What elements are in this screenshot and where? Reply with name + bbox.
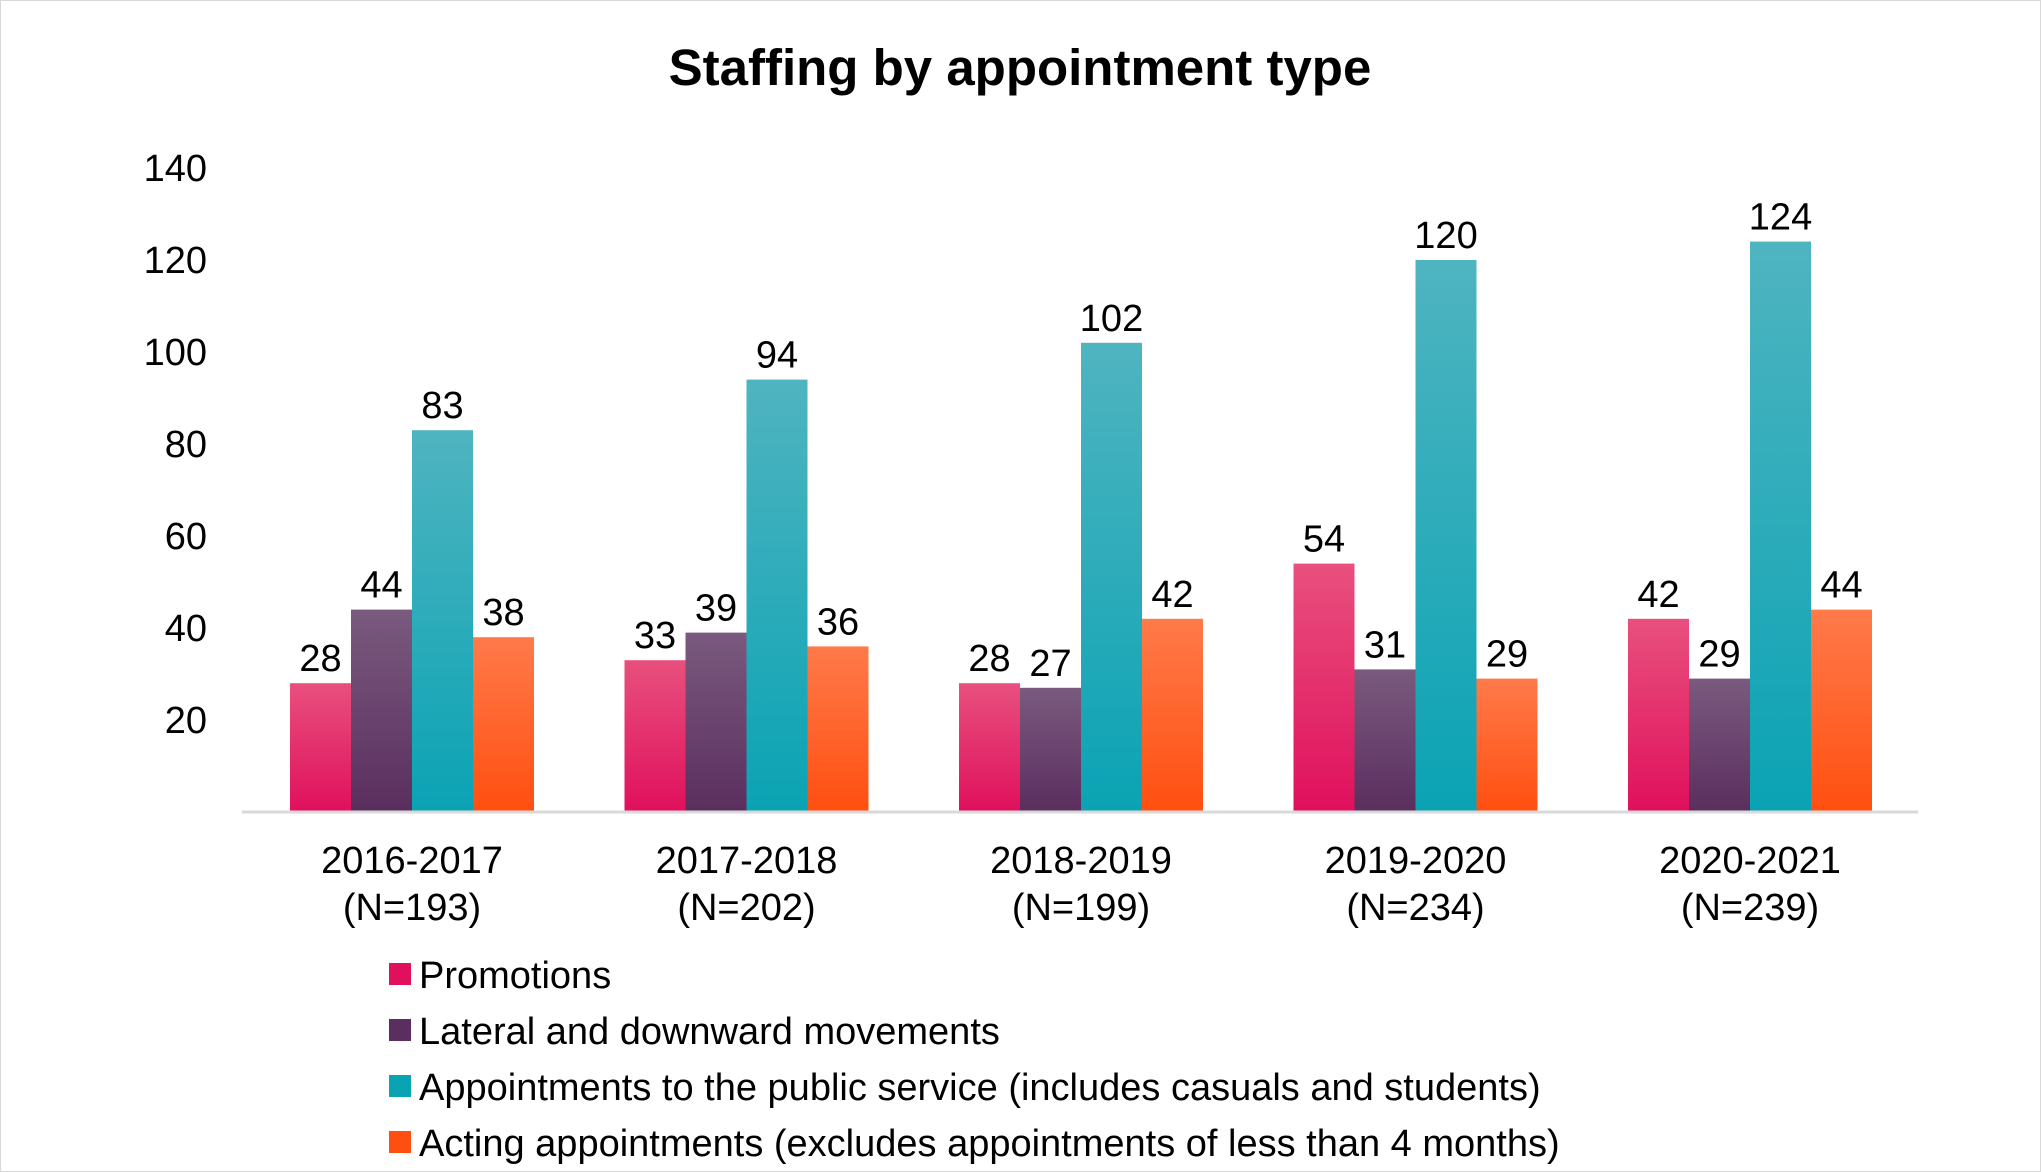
bar	[746, 379, 808, 812]
data-label: 54	[1303, 519, 1345, 561]
data-label: 29	[1486, 634, 1528, 676]
y-axis: 20 40 60 80 100 120 140	[144, 148, 207, 742]
data-label: 124	[1749, 197, 1812, 239]
bar	[1750, 241, 1811, 813]
bar-series	[290, 241, 1872, 813]
y-tick-label: 80	[165, 424, 207, 466]
y-tick-label: 140	[144, 148, 207, 190]
legend-label: Lateral and downward movements	[419, 1011, 1000, 1053]
data-label: 38	[482, 592, 524, 634]
data-label: 33	[634, 615, 676, 657]
y-tick-label: 20	[165, 700, 207, 742]
bar	[1415, 260, 1477, 812]
data-label: 29	[1698, 634, 1740, 676]
legend-swatch	[389, 963, 411, 985]
data-label: 31	[1364, 624, 1406, 666]
x-tick-label: 2016-2017 (N=193)	[321, 840, 503, 929]
data-label: 83	[421, 385, 463, 427]
x-axis: 2016-2017 (N=193) 2017-2018 (N=202) 2018-201…	[321, 840, 1841, 929]
data-label: 44	[1820, 565, 1862, 607]
legend-label: Appointments to the public service (incl…	[419, 1067, 1541, 1109]
bar	[1020, 687, 1081, 812]
legend-label: Acting appointments (excludes appointmen…	[419, 1123, 1560, 1165]
legend-label: Promotions	[419, 955, 611, 997]
bar	[685, 632, 747, 812]
bar	[473, 637, 534, 812]
chart-title: Staffing by appointment type	[669, 39, 1372, 96]
x-tick-label: 2018-2019 (N=199)	[990, 840, 1172, 929]
bar	[959, 683, 1020, 812]
data-label: 39	[695, 588, 737, 630]
bar	[1689, 678, 1750, 812]
data-label: 120	[1414, 215, 1477, 257]
bar	[624, 660, 686, 812]
x-tick-label: 2019-2020 (N=234)	[1325, 840, 1507, 929]
y-tick-label: 100	[144, 332, 207, 374]
x-tick-label: 2017-2018 (N=202)	[656, 840, 838, 929]
bar	[290, 683, 351, 812]
y-tick-label: 40	[165, 608, 207, 650]
data-label: 102	[1080, 298, 1143, 340]
bar	[351, 609, 412, 812]
bar	[1293, 563, 1355, 812]
x-tick-label: 2020-2021 (N=239)	[1659, 840, 1841, 929]
y-tick-label: 60	[165, 516, 207, 558]
data-labels: 28 44 83 38 33 39 94 36 28 27 102 42 54 31 120 29 42 29 12…	[299, 197, 1862, 685]
data-label: 27	[1029, 643, 1071, 685]
data-label: 42	[1637, 574, 1679, 616]
bar	[1476, 678, 1538, 812]
data-label: 28	[299, 638, 341, 680]
legend: Promotions Lateral and downward movements…	[389, 955, 1560, 1165]
data-label: 94	[756, 335, 798, 377]
bar	[412, 430, 473, 812]
bar	[1354, 669, 1416, 812]
data-label: 44	[360, 565, 402, 607]
data-label: 42	[1151, 574, 1193, 616]
data-label: 28	[968, 638, 1010, 680]
legend-swatch	[389, 1075, 411, 1097]
bar	[1081, 342, 1142, 812]
legend-swatch	[389, 1019, 411, 1041]
bar	[1142, 618, 1203, 812]
y-tick-label: 120	[144, 240, 207, 282]
bar	[1628, 618, 1689, 812]
bar	[807, 646, 869, 812]
legend-swatch	[389, 1131, 411, 1153]
bar	[1811, 609, 1872, 812]
data-label: 36	[817, 601, 859, 643]
